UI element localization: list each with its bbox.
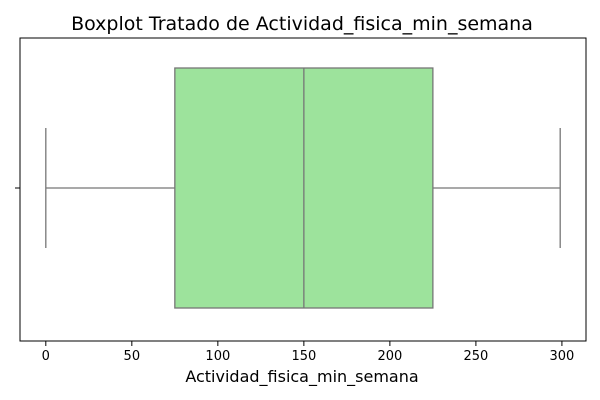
plot-area: [19, 37, 587, 342]
x-axis-label: Actividad_fisica_min_semana: [185, 367, 418, 387]
x-tick-label: 250: [463, 349, 488, 364]
plot-marks: [45, 67, 561, 309]
x-axis: 0 50 100 150 200 250 300: [42, 341, 575, 364]
x-tick-label: 100: [205, 349, 230, 364]
x-tick-label: 50: [124, 349, 141, 364]
x-tick-label: 150: [291, 349, 316, 364]
x-tick-label: 200: [377, 349, 402, 364]
x-tick-label: 0: [42, 349, 50, 364]
chart-title: Boxplot Tratado de Actividad_fisica_min_…: [71, 13, 533, 35]
x-tick-label: 300: [550, 349, 575, 364]
